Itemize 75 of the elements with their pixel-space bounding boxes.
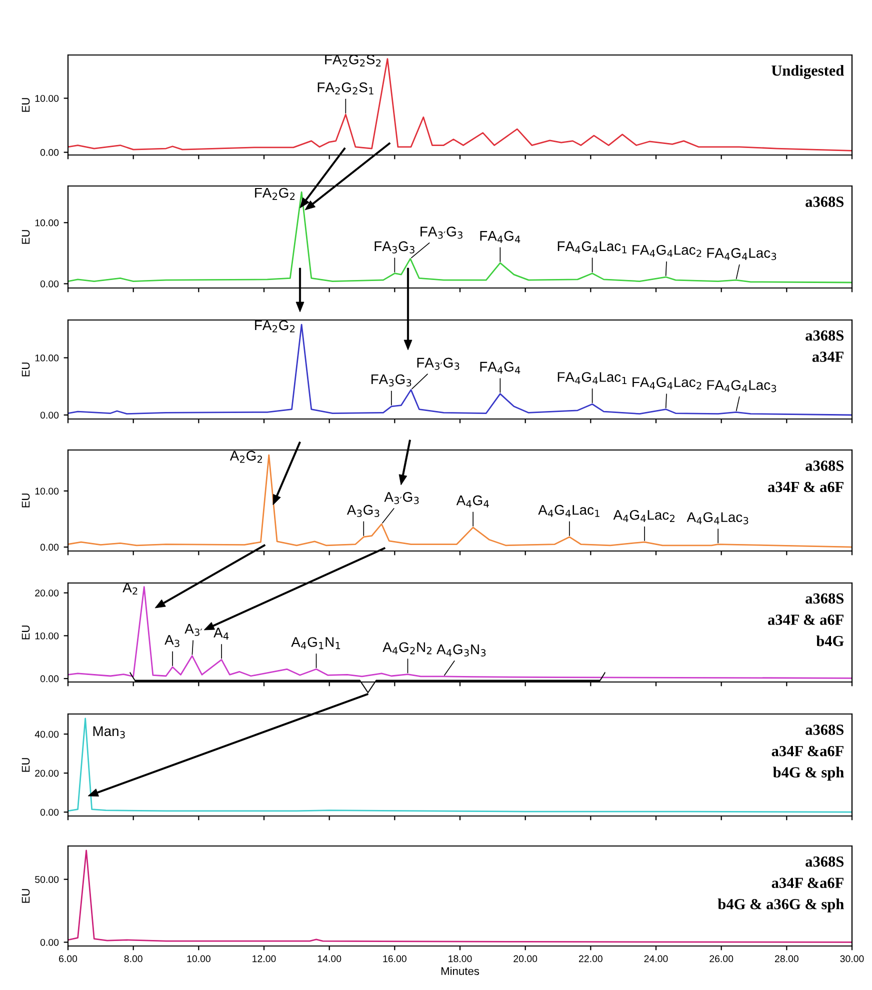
annotation: A$_{4}$G$_{4}$ xyxy=(456,495,489,508)
annotation: A$_{4}$G$_{4}$Lac$_{3}$ xyxy=(686,512,748,524)
y-tick-label: 0.00 xyxy=(40,675,59,682)
x-tick-label: 8.00 xyxy=(124,955,142,962)
x-tick-label: 20.00 xyxy=(514,955,538,962)
annotation: A$_{2}$G$_{2}$ xyxy=(230,450,262,463)
annotation: FA$_{2}$G$_{2}$ xyxy=(255,320,295,332)
y-axis-title: EU xyxy=(22,230,30,244)
y-tick-label: 20.00 xyxy=(35,590,59,596)
annotation: FA$_{4}$G$_{4}$Lac$_{3}$ xyxy=(707,380,776,392)
annotation: a368S xyxy=(806,196,844,207)
y-tick-label: 0.00 xyxy=(40,938,59,946)
annotation: FA$_{3′}$G$_{3}$ xyxy=(420,226,462,239)
annotation: a368S a34F &a6F b4G & sph xyxy=(772,724,844,781)
x-tick-label: 12.00 xyxy=(252,955,276,962)
y-axis-title: EU xyxy=(22,889,30,903)
y-tick-label: 10.00 xyxy=(35,488,59,495)
y-tick-label: 10.00 xyxy=(35,354,59,362)
annotation: A$_{4}$G$_{3}$N$_{3}$ xyxy=(436,644,486,656)
annotation: FA$_{4}$G$_{4}$Lac$_{2}$ xyxy=(632,244,702,257)
y-tick-label: 0.00 xyxy=(40,544,59,551)
annotation: A$_{3′}$G$_{3}$ xyxy=(384,492,419,504)
x-tick-label: 16.00 xyxy=(383,955,406,962)
annotation: A$_{3}$G$_{3}$ xyxy=(346,504,380,518)
annotation: FA$_{4}$G$_{4}$Lac$_{1}$ xyxy=(558,372,627,384)
x-tick-label: 22.00 xyxy=(578,955,602,962)
annotation: FA$_{2}$G$_{2}$ xyxy=(255,188,295,200)
line-series xyxy=(68,718,852,813)
annotation: FA$_{4}$G$_{4}$ xyxy=(480,230,520,243)
y-tick-label: 10.00 xyxy=(35,632,59,640)
y-tick-label: 0.00 xyxy=(40,808,59,816)
x-tick-label: 10.00 xyxy=(187,955,210,962)
annotation: A$_{4}$G$_{1}$N$_{1}$ xyxy=(291,637,340,650)
y-tick-label: 0.00 xyxy=(40,280,59,288)
annotation: A$_{4}$ xyxy=(214,628,229,640)
annotation: a368S a34F xyxy=(806,330,844,362)
annotation: A$_{3′}$ xyxy=(184,624,202,636)
x-tick-label: 6.00 xyxy=(59,955,78,962)
annotation: a368S a34F & a6F b4G xyxy=(768,593,844,646)
annotation: FA$_{3}$G$_{3}$ xyxy=(372,374,412,386)
x-tick-label: 24.00 xyxy=(644,955,668,962)
x-tick-label: 28.00 xyxy=(774,955,798,962)
annotation: A$_{3}$ xyxy=(164,635,180,648)
y-axis-title: EU xyxy=(22,362,30,376)
y-tick-label: 10.00 xyxy=(35,94,59,102)
annotation: Undigested xyxy=(772,65,844,79)
y-axis-title: EU xyxy=(22,626,30,640)
annotation: FA$_{4}$G$_{4}$Lac$_{2}$ xyxy=(632,377,702,390)
annotation: a368S a34F & a6F xyxy=(768,460,844,492)
annotation: FA$_{2}$G$_{2}$S$_{1}$ xyxy=(318,82,374,94)
y-tick-label: 50.00 xyxy=(35,876,59,883)
annotation: Man$_{3}$ xyxy=(93,726,125,738)
y-axis-title: EU xyxy=(22,758,30,772)
annotation: a368S a34F &a6F b4G & a36G & sph xyxy=(718,856,844,912)
y-axis-title: EU xyxy=(22,98,30,112)
annotation: FA$_{3′}$G$_{3}$ xyxy=(417,358,460,370)
annotation: FA$_{4}$G$_{4}$ xyxy=(480,362,520,374)
x-tick-label: 18.00 xyxy=(448,955,472,962)
annotation: FA$_{3}$G$_{3}$ xyxy=(374,241,414,254)
annotation: A$_{4}$G$_{4}$Lac$_{1}$ xyxy=(538,504,600,517)
x-axis-title: Minutes xyxy=(441,966,480,976)
annotation: FA$_{4}$G$_{4}$Lac$_{3}$ xyxy=(707,248,776,260)
y-tick-label: 40.00 xyxy=(34,730,59,738)
x-tick-label: 26.00 xyxy=(710,955,734,962)
annotation: FA$_{4}$G$_{4}$Lac$_{1}$ xyxy=(558,241,627,254)
annotation: A$_{4}$G$_{2}$N$_{2}$ xyxy=(382,642,432,654)
y-axis-title: EU xyxy=(22,494,30,508)
y-tick-label: 0.00 xyxy=(40,149,59,156)
x-tick-label: 30.00 xyxy=(840,955,864,962)
y-tick-label: 20.00 xyxy=(35,770,59,777)
annotation: A$_{4}$G$_{4}$Lac$_{2}$ xyxy=(613,510,674,522)
y-tick-label: 0.00 xyxy=(40,412,59,419)
y-tick-label: 10.00 xyxy=(35,219,59,226)
x-tick-label: 14.00 xyxy=(318,955,342,962)
line-series xyxy=(68,850,852,943)
